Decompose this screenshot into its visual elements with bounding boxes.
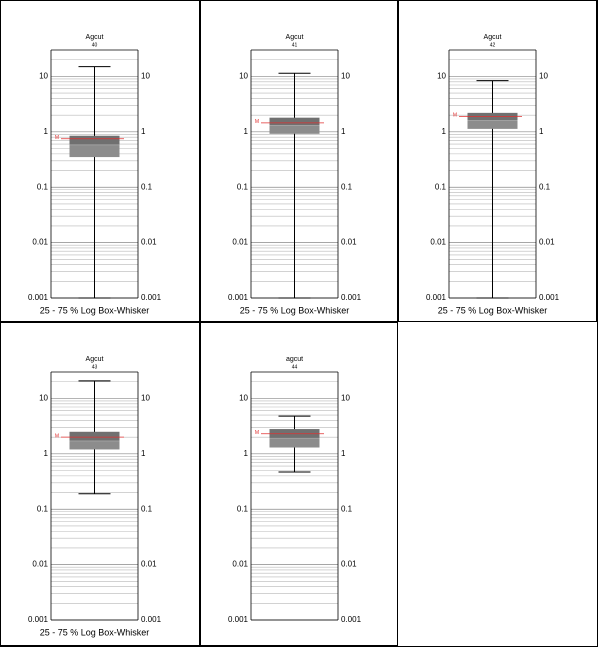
box-upper: [69, 431, 120, 442]
y-tick-label: 1: [244, 449, 249, 458]
box-lower: [269, 438, 320, 448]
y-tick-label: 0.001: [28, 615, 49, 624]
y2-tick-label: 10: [341, 72, 350, 81]
box-upper: [269, 117, 320, 126]
chart-subtitle: 44: [292, 364, 298, 370]
y2-tick-label: 1: [341, 127, 346, 136]
y-tick-label: 0.01: [32, 238, 48, 247]
y2-tick-label: 0.1: [141, 182, 153, 191]
x-axis-label: 25 - 75 % Log Box-Whisker: [40, 627, 150, 637]
y-tick-label: 10: [437, 72, 446, 81]
y-tick-label: 0.1: [237, 182, 249, 191]
y-tick-label: 0.1: [435, 182, 447, 191]
y-tick-label: 0.001: [228, 615, 249, 624]
y2-tick-label: 1: [341, 449, 346, 458]
y-tick-label: 1: [44, 449, 49, 458]
mean-label: M: [255, 119, 259, 125]
y2-tick-label: 0.001: [141, 293, 162, 302]
y-tick-label: 10: [239, 72, 248, 81]
chart-title: Agcut: [86, 356, 104, 363]
y-tick-label: 0.001: [426, 293, 447, 302]
mean-label: M: [453, 113, 457, 119]
y2-tick-label: 0.001: [341, 615, 362, 624]
y2-tick-label: 0.001: [341, 293, 362, 302]
panel-border: [0, 322, 200, 646]
y-tick-label: 10: [239, 394, 248, 403]
y-tick-label: 0.01: [430, 238, 446, 247]
y2-tick-label: 0.01: [341, 238, 357, 247]
y-tick-label: 0.01: [232, 238, 248, 247]
panel-border: [0, 0, 200, 322]
chart-subtitle: 43: [92, 364, 98, 370]
chart-title: Agcut: [286, 34, 304, 41]
y2-tick-label: 1: [141, 127, 146, 136]
x-axis-label: 25 - 75 % Log Box-Whisker: [438, 305, 548, 315]
y-tick-label: 10: [39, 394, 48, 403]
y2-tick-label: 0.01: [141, 560, 157, 569]
y2-tick-label: 0.01: [539, 238, 555, 247]
y-tick-label: 0.01: [232, 560, 248, 569]
y2-tick-label: 10: [141, 72, 150, 81]
mean-label: M: [55, 135, 59, 141]
y2-tick-label: 0.1: [341, 182, 353, 191]
box-upper: [69, 135, 120, 145]
y2-tick-label: 0.1: [141, 504, 153, 513]
mean-label: M: [255, 430, 259, 436]
y-tick-label: 10: [39, 72, 48, 81]
chart-title: Agcut: [86, 34, 104, 41]
box-lower: [69, 441, 120, 450]
y-tick-label: 1: [442, 127, 447, 136]
box-lower: [269, 125, 320, 134]
chart-subtitle: 40: [92, 42, 98, 48]
y2-tick-label: 10: [539, 72, 548, 81]
y2-tick-label: 0.001: [539, 293, 560, 302]
y-tick-label: 1: [44, 127, 49, 136]
box-lower: [69, 144, 120, 158]
panel-border: [398, 0, 597, 322]
y-tick-label: 0.1: [37, 182, 49, 191]
x-axis-label: 25 - 75 % Log Box-Whisker: [40, 305, 150, 315]
y-tick-label: 0.01: [32, 560, 48, 569]
y2-tick-label: 0.01: [141, 238, 157, 247]
x-axis-label: 25 - 75 % Log Box-Whisker: [240, 305, 350, 315]
chart-subtitle: 41: [292, 42, 298, 48]
y2-tick-label: 0.1: [539, 182, 551, 191]
y2-tick-label: 10: [341, 394, 350, 403]
chart-title: Agcut: [484, 34, 502, 41]
box-lower: [467, 120, 518, 129]
y2-tick-label: 10: [141, 394, 150, 403]
y2-tick-label: 0.001: [141, 615, 162, 624]
chart-title: agcut: [286, 356, 303, 363]
y2-tick-label: 0.01: [341, 560, 357, 569]
chart-subtitle: 42: [490, 42, 496, 48]
y2-tick-label: 0.1: [341, 504, 353, 513]
panel-border: [200, 322, 398, 646]
y-tick-label: 0.1: [237, 504, 249, 513]
mean-label: M: [55, 433, 59, 439]
y-tick-label: 0.001: [28, 293, 49, 302]
y2-tick-label: 1: [141, 449, 146, 458]
y-tick-label: 0.1: [37, 504, 49, 513]
y-tick-label: 1: [244, 127, 249, 136]
panel-border: [200, 0, 398, 322]
y-tick-label: 0.001: [228, 293, 249, 302]
y2-tick-label: 1: [539, 127, 544, 136]
